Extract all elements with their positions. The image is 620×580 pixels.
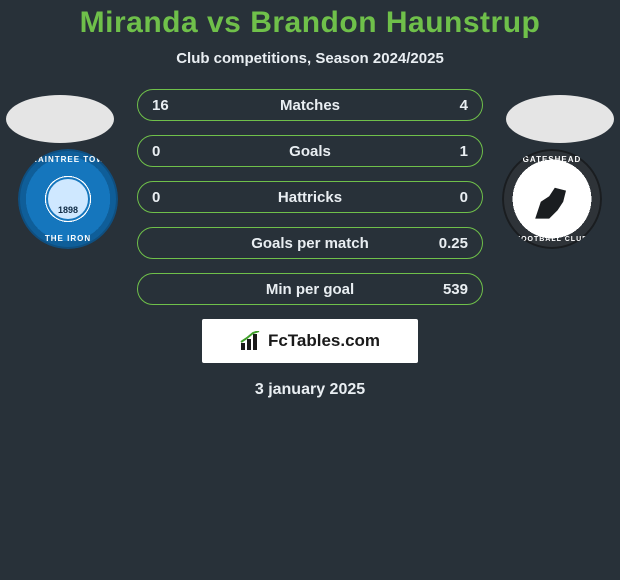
watermark: FcTables.com [202, 319, 418, 363]
stat-row: 0Hattricks0 [137, 181, 483, 213]
stat-left-value: 16 [152, 97, 169, 114]
stat-row: Min per goal539 [137, 273, 483, 305]
crest-left-text-bottom: THE IRON [18, 234, 118, 243]
crest-right-text-bottom: FOOTBALL CLUB [502, 236, 602, 243]
stat-right-value: 0.25 [439, 235, 468, 252]
stat-right-value: 4 [460, 97, 468, 114]
stat-label: Min per goal [138, 281, 482, 298]
stat-row: Goals per match0.25 [137, 227, 483, 259]
stat-label: Goals [138, 143, 482, 160]
stat-left-value: 0 [152, 143, 160, 160]
stat-left-value: 0 [152, 189, 160, 206]
stat-rows: 16Matches40Goals10Hattricks0Goals per ma… [137, 89, 483, 305]
stat-right-value: 1 [460, 143, 468, 160]
stat-label: Goals per match [138, 235, 482, 252]
player-oval-left [6, 95, 114, 143]
team-crest-right: GATESHEAD FOOTBALL CLUB [502, 149, 602, 249]
stat-row: 16Matches4 [137, 89, 483, 121]
page-title: Miranda vs Brandon Haunstrup [0, 0, 620, 40]
bars-icon [240, 331, 262, 351]
player-oval-right [506, 95, 614, 143]
stat-right-value: 0 [460, 189, 468, 206]
crest-left-year: 1898 [18, 205, 118, 215]
date: 3 january 2025 [0, 381, 620, 399]
subtitle: Club competitions, Season 2024/2025 [0, 50, 620, 67]
comparison-stage: BRAINTREE TOWN 1898 THE IRON GATESHEAD F… [0, 89, 620, 399]
stat-label: Hattricks [138, 189, 482, 206]
stat-right-value: 539 [443, 281, 468, 298]
stat-row: 0Goals1 [137, 135, 483, 167]
crest-left-text-top: BRAINTREE TOWN [18, 155, 118, 164]
watermark-text: FcTables.com [268, 331, 380, 351]
crest-right-text-top: GATESHEAD [502, 155, 602, 164]
team-crest-left: BRAINTREE TOWN 1898 THE IRON [18, 149, 118, 249]
stat-label: Matches [138, 97, 482, 114]
